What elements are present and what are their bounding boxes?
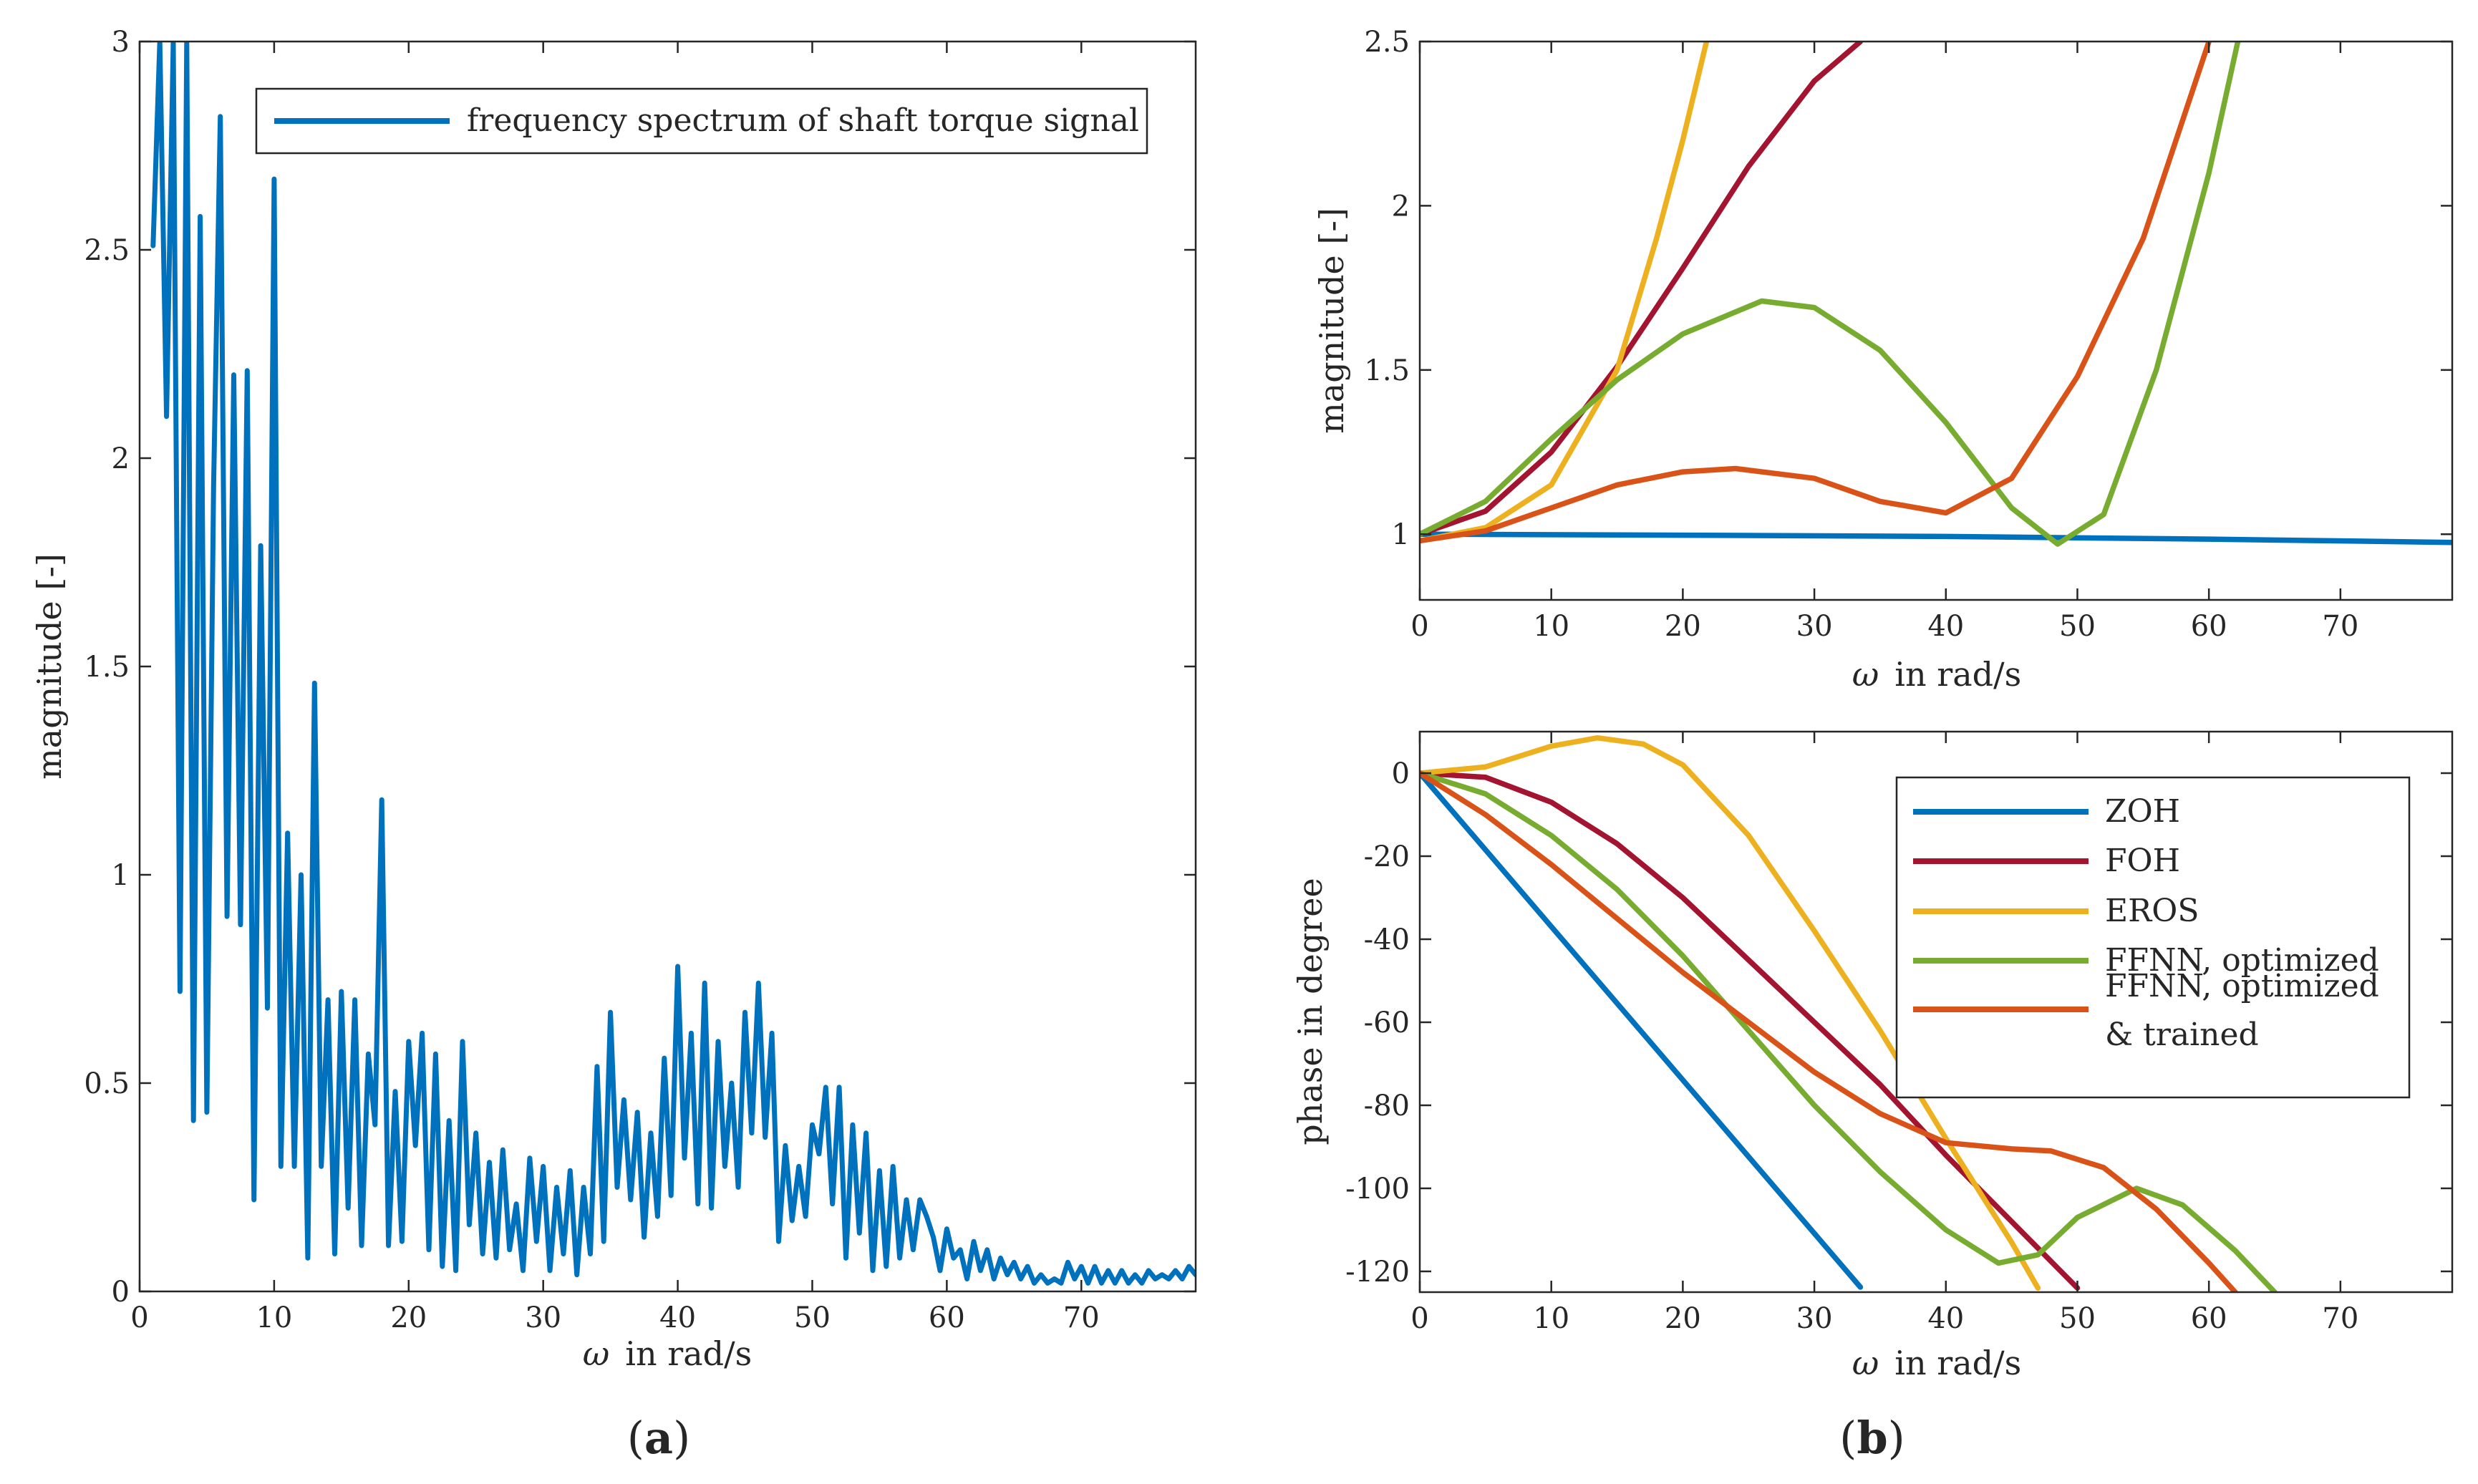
- x-tick-label: 10: [1533, 1302, 1569, 1335]
- y-tick-label: -20: [1364, 840, 1410, 873]
- chart-a-legend-label: frequency spectrum of shaft torque signa…: [467, 102, 1139, 139]
- chart-b-top-axes-box: [1418, 40, 2454, 601]
- chart-b-top-series-line-2: [1420, 42, 1710, 544]
- legend-label-2: EROS: [2105, 893, 2199, 929]
- x-tick-label: 10: [1533, 610, 1569, 643]
- chart-b-bottom-xlabel-unit: in rad/s: [1894, 1344, 2021, 1382]
- y-tick-label: 2: [112, 442, 130, 475]
- chart-b-bottom-series-line-2: [1420, 734, 2041, 1291]
- legend-label-0: ZOH: [2105, 793, 2180, 830]
- chart-b-top-xlabel-symbol: ω: [1852, 655, 1879, 694]
- y-tick-label: 1.5: [84, 651, 130, 684]
- x-tick-label: 30: [1796, 1302, 1833, 1335]
- x-tick-label: 0: [1410, 1302, 1428, 1335]
- legend-label-3: FFNN, optimized: [2105, 942, 2379, 979]
- chart-b-top-xlabel-unit: in rad/s: [1894, 655, 2021, 694]
- x-tick-label: 60: [2191, 610, 2227, 643]
- chart-b-top-series-line-1: [1420, 42, 1864, 537]
- x-tick-label: 50: [2059, 610, 2096, 643]
- y-tick-label: 0: [1392, 757, 1410, 790]
- chart-a: 0 10 20 30 40 50 60 70 0 0.5 1 1.5 2 2.5 3 magnitude […: [30, 26, 1197, 1464]
- x-tick-label: 20: [1665, 1302, 1701, 1335]
- legend-label-1: FOH: [2105, 843, 2180, 879]
- chart-b-top-ylabel: magnitude [-]: [1312, 208, 1351, 434]
- x-tick-label: 20: [1665, 610, 1701, 643]
- chart-b-bottom-axes-box: [1418, 730, 2454, 1294]
- chart-b-top-series-lines: [1420, 42, 2452, 547]
- chart-b-bottom-ylabel: phase in degree: [1291, 878, 1330, 1145]
- chart-a-ylabel: magnitude [-]: [30, 553, 69, 780]
- chart-a-legend: frequency spectrum of shaft torque signa…: [255, 87, 1148, 155]
- x-tick-label: 70: [2322, 1302, 2358, 1335]
- x-tick-label: 50: [2059, 1302, 2096, 1335]
- chart-b-bottom-series-lines: [1420, 734, 2278, 1292]
- y-tick-label: 1: [1392, 518, 1410, 551]
- chart-b-bottom-series-line-0: [1420, 770, 1864, 1290]
- chart-a-ticks: 0 10 20 30 40 50 60 70 0 0.5 1 1.5 2 2.5 3: [84, 26, 1196, 1334]
- x-tick-label: 0: [130, 1301, 148, 1334]
- y-tick-label: 1: [112, 859, 130, 892]
- x-tick-label: 10: [256, 1301, 292, 1334]
- x-tick-label: 70: [2322, 610, 2358, 643]
- y-tick-label: -80: [1364, 1090, 1410, 1122]
- x-tick-label: 40: [1927, 1302, 1964, 1335]
- y-tick-label: 0: [112, 1276, 130, 1309]
- y-tick-label: 2.5: [84, 234, 130, 267]
- chart-b-bottom-series-line-3: [1420, 770, 2278, 1292]
- chart-a-series-lines: [150, 42, 1196, 1286]
- x-tick-label: 30: [1796, 610, 1833, 643]
- chart-b-top-series-line-0: [1420, 531, 2452, 545]
- chart-a-xlabel-unit: in rad/s: [625, 1334, 752, 1373]
- y-tick-label: 2.5: [1364, 26, 1410, 59]
- y-tick-label: 2: [1392, 190, 1410, 223]
- y-tick-label: -120: [1345, 1256, 1410, 1289]
- chart-b-bottom-ticks: 0 10 20 30 40 50 60 70 -120 -100 -80 -60 -40 -20 0: [1345, 732, 2452, 1335]
- y-tick-label: -40: [1364, 923, 1410, 956]
- chart-b-legend-box: [1895, 776, 2411, 1099]
- chart-b-bottom-xlabel-symbol: ω: [1852, 1344, 1879, 1382]
- y-tick-label: -100: [1345, 1173, 1410, 1206]
- chart-a-xlabel-symbol: ω: [583, 1334, 610, 1373]
- x-tick-label: 60: [2191, 1302, 2227, 1335]
- legend-label-4-cont: & trained: [2105, 1017, 2259, 1053]
- x-tick-label: 40: [1927, 610, 1964, 643]
- x-tick-label: 20: [390, 1301, 427, 1334]
- chart-b-bottom-xlabel: ω in rad/s: [1852, 1344, 2021, 1382]
- x-tick-label: 50: [794, 1301, 831, 1334]
- x-tick-label: 30: [525, 1301, 561, 1334]
- chart-b-bottom-series-line-4: [1420, 770, 2238, 1292]
- legend-label-4: FFNN, optimized: [2105, 968, 2379, 1004]
- x-tick-label: 40: [659, 1301, 696, 1334]
- panel-label-b: (b): [1839, 1412, 1905, 1464]
- chart-b-top-series-line-4: [1420, 42, 2212, 544]
- chart-b-bottom: 0 10 20 30 40 50 60 70 -120 -100 -80 -60 -40 -20 0 pha…: [1291, 730, 2454, 1464]
- x-tick-label: 70: [1063, 1301, 1100, 1334]
- panel-label-a: (a): [627, 1412, 691, 1464]
- y-tick-label: 0.5: [84, 1067, 130, 1100]
- y-tick-label: 3: [112, 26, 130, 59]
- chart-a-series-line-0: [150, 42, 1196, 1286]
- chart-b-top-xlabel: ω in rad/s: [1852, 655, 2021, 694]
- chart-b-top-series-line-3: [1420, 42, 2241, 547]
- x-tick-label: 0: [1410, 610, 1428, 643]
- x-tick-label: 60: [929, 1301, 965, 1334]
- chart-b-top-ticks: 0 10 20 30 40 50 60 70 1 1.5 2 2.5: [1364, 26, 2452, 643]
- y-tick-label: 1.5: [1364, 354, 1410, 387]
- y-tick-label: -60: [1364, 1007, 1410, 1039]
- chart-a-xlabel: ω in rad/s: [583, 1334, 752, 1373]
